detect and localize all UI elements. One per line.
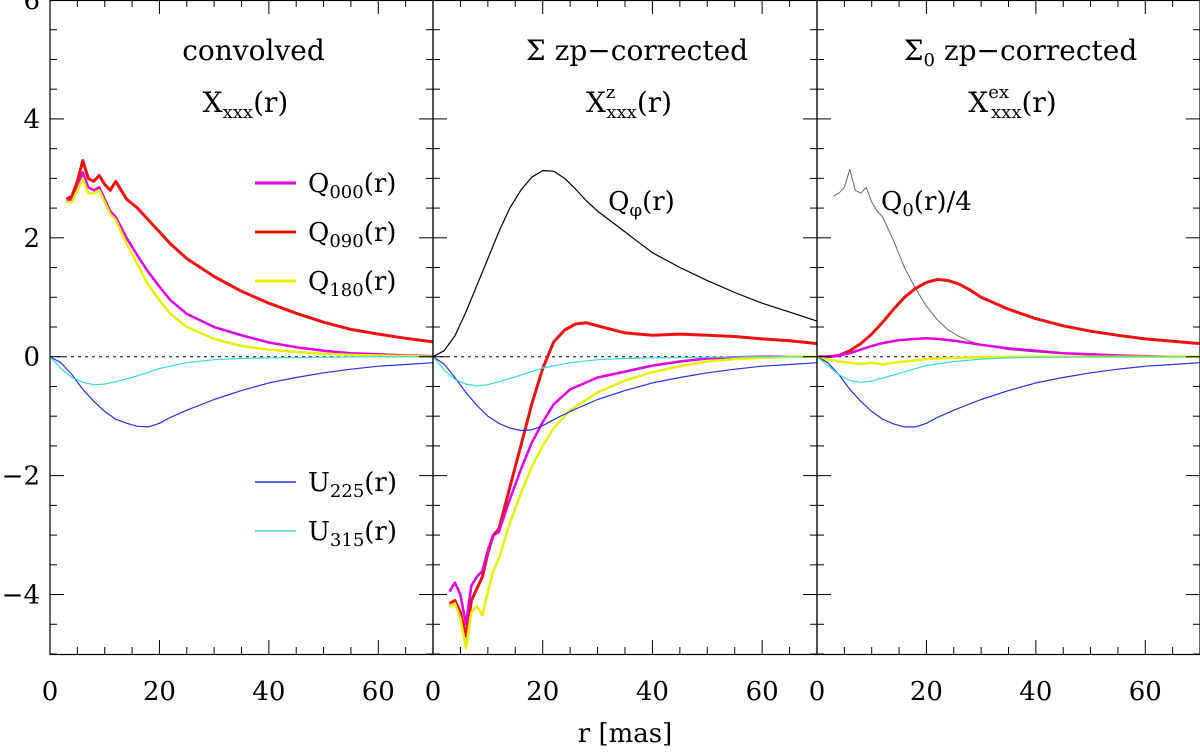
panel-subtitle: Xz xxx(r): [586, 82, 672, 123]
curve-annotation-sub: 0: [902, 200, 913, 221]
legend-label-text: U: [308, 517, 330, 547]
panel-title-text: zp−corrected: [935, 34, 1137, 67]
panel-title-text: Σ: [904, 34, 924, 67]
y-tick-label: 2: [23, 224, 40, 254]
legend-label: Q090(r): [308, 218, 396, 252]
legend-label-sub: 315: [330, 530, 364, 551]
series-line-Q180z(r): [448, 355, 817, 650]
legend-label-text: Q: [308, 218, 329, 248]
legend-label: U315(r): [308, 517, 397, 551]
series-line-Q090ex(r): [817, 277, 1200, 359]
panel-subtitle-text: X: [968, 86, 988, 119]
y-tick-label: −4: [2, 581, 40, 611]
x-tick-label: 0: [809, 677, 826, 707]
x-tick-label: 40: [636, 677, 669, 707]
series-line-U315z(r): [432, 356, 817, 387]
curve-annotation-text: Q: [608, 187, 629, 217]
panel-subtitle: Xex xxx(r): [968, 82, 1056, 123]
panel-subtitle-sub: xxx: [606, 102, 636, 123]
panel-title: convolved: [182, 34, 325, 67]
legend-label-text: Q: [308, 267, 329, 297]
x-tick-label: 20: [526, 677, 559, 707]
x-tick-label: 20: [910, 677, 943, 707]
panel-subtitle-tail: (r): [1021, 86, 1056, 119]
panel-subtitle-text: X: [203, 86, 223, 119]
panel-subtitle-sub: xxx: [223, 102, 253, 123]
panel-frame: [49, 0, 434, 656]
x-axis-label: r [mas]: [578, 719, 672, 749]
legend-label-text: (r): [364, 169, 397, 199]
series-line-U225ex(r): [816, 356, 1200, 428]
series-line-Q180(r): [66, 177, 434, 358]
curve-annotation-sub: φ: [629, 200, 642, 221]
legend-label-text: Q: [308, 169, 329, 199]
y-tick-label: 6: [23, 0, 40, 16]
series-line-Qphi(r): [432, 170, 818, 358]
x-tick-label: 20: [143, 677, 176, 707]
series-line-U225(r): [49, 356, 434, 428]
legend-label-sub: 225: [330, 481, 364, 502]
series-line-Q000ex(r): [817, 337, 1200, 358]
legend-label: Q180(r): [308, 267, 396, 301]
panel-title: Σ zp−corrected: [526, 34, 748, 67]
series-line-Q090(r): [65, 159, 434, 344]
curve-annotation-text: (r)/4: [914, 187, 972, 217]
legend-label: Q000(r): [308, 169, 396, 203]
panel-subtitle-text: X: [586, 86, 606, 119]
x-tick-label: 60: [362, 677, 395, 707]
legend-label-sub: 090: [329, 231, 363, 252]
x-tick-label: 0: [425, 677, 442, 707]
panel-title: Σ0 zp−corrected: [904, 34, 1138, 71]
panel-subtitle-tail: (r): [253, 86, 288, 119]
panel-subtitle: Xxxx(r): [203, 86, 289, 123]
curve-annotation: Qφ(r): [608, 187, 675, 221]
series-line-U225z(r): [432, 356, 818, 432]
panel-frame: [432, 0, 818, 656]
legend-label-sub: 180: [329, 280, 363, 301]
x-tick-label: 60: [746, 677, 779, 707]
panel-subtitle-tail: (r): [637, 86, 672, 119]
curve-annotation-text: Q: [881, 187, 902, 217]
x-tick-label: 40: [252, 677, 285, 707]
legend-label-text: (r): [364, 218, 397, 248]
curve-annotation-text: (r): [642, 187, 675, 217]
legend-label-text: (r): [364, 517, 397, 547]
series-line-U315(r): [49, 356, 433, 386]
panel-subtitle-sup: z: [606, 82, 615, 103]
x-tick-label: 40: [1019, 677, 1052, 707]
legend-label-text: (r): [364, 267, 397, 297]
panel-title-sub: 0: [924, 50, 935, 71]
legend-label: U225(r): [308, 468, 397, 502]
panel-convolved: 0 20 40 60convolvedXxxx(r)Q000(r)Q090(r)Q18…: [42, 0, 434, 707]
y-tick-label: 0: [23, 343, 40, 373]
legend-label-sub: 000: [329, 182, 363, 203]
y-tick-label: 4: [23, 105, 40, 135]
panel-subtitle-sub: xxx: [991, 102, 1021, 123]
x-tick-label: 60: [1129, 677, 1162, 707]
series-line-Q000z(r): [448, 355, 817, 626]
series-line-U315ex(r): [816, 356, 1200, 383]
panel-subtitle-sup: ex: [988, 82, 1009, 103]
legend-label-text: (r): [364, 468, 397, 498]
curve-annotation: Q0(r)/4: [881, 187, 972, 221]
x-tick-label: 0: [42, 677, 59, 707]
legend-label-text: U: [308, 468, 330, 498]
series-line-Q000(r): [65, 171, 434, 358]
y-tick-label: −2: [2, 462, 40, 492]
